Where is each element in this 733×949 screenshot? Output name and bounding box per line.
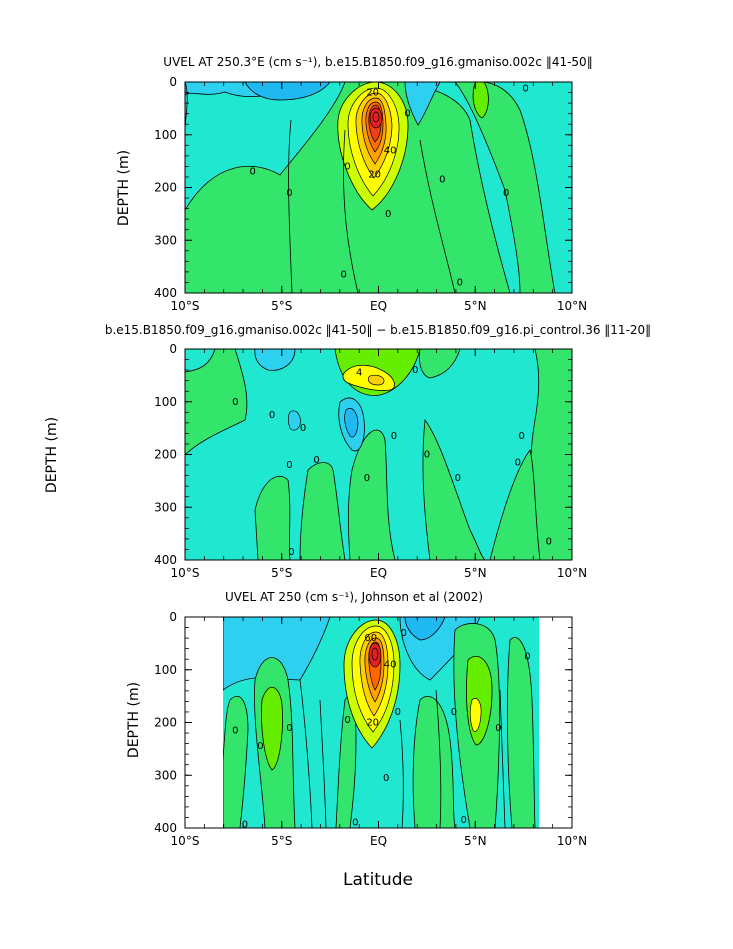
contour-label: 0 [288,547,294,558]
contour-label: 0 [286,188,292,199]
panel-3-x-tick-label: EQ [370,834,387,848]
panel-2-y-tick-label: 0 [169,342,177,356]
panel-2-x-tick-label: EQ [370,566,387,580]
contour-label: 0 [424,450,430,461]
panel-1-title: UVEL AT 250.3°E (cm s⁻¹), b.e15.B1850.f0… [163,55,592,69]
contour-label: 0 [503,188,509,199]
contour-label: 0 [383,773,389,784]
panel-3-x-tick-label: 5°S [271,834,292,848]
contour-label: 0 [412,365,418,376]
contour-label: 0 [395,707,401,718]
contour-label: 0 [391,431,397,442]
panel-2-x-tick-label: 10°N [557,566,587,580]
panel-2-title: b.e15.B1850.f09_g16.gmaniso.002c ‖41-50‖… [105,323,651,337]
contour-label: 0 [457,277,463,288]
panel-1-x-tick-label: EQ [370,299,387,313]
contour-label: 40 [384,146,397,157]
contour-label: 0 [439,175,445,186]
contour-label: 0 [232,725,238,736]
panel-2: b.e15.B1850.f09_g16.gmaniso.002c ‖41-50‖… [44,323,651,580]
panel-1-y-tick-label: 300 [154,233,177,247]
contour-label: 20 [366,718,379,729]
panel-3-x-tick-label: 5°N [464,834,487,848]
panel-2-y-tick-label: 300 [154,500,177,514]
panel-2-y-tick-label: 100 [154,395,177,409]
panel-1-x-tick-label: 10°S [171,299,200,313]
panel-2-y-tick-label: 200 [154,448,177,462]
panel-1-x-tick-label: 5°S [271,299,292,313]
contour-label: 0 [340,270,346,281]
contour-label: 0 [524,652,530,663]
panel-3-y-tick-label: 300 [154,768,177,782]
contour-label: 60 [364,633,377,644]
contour-label: 0 [257,741,263,752]
panel-2-contour-labels: 4 0 0 0 0 0 0 0 0 0 0 0 0 0 0 [232,365,552,558]
contour-label: 0 [286,723,292,734]
panel-3-contour-field [223,617,539,828]
panel-3-x-tick-label: 10°S [171,834,200,848]
contour-label: 0 [286,460,292,471]
contour-label: 0 [495,723,501,734]
contour-label: 20 [368,169,381,180]
contour-label: 20 [366,88,379,99]
contour-label: 40 [384,659,397,670]
contour-label: 0 [460,815,466,826]
panel-3-x-tick-label: 10°N [557,834,587,848]
panel-2-x-tick-label: 10°S [171,566,200,580]
contour-label: 0 [352,818,358,829]
panel-1-x-tick-label: 5°N [464,299,487,313]
panel-3-y-tick-label: 100 [154,663,177,677]
panel-2-contour-field [185,349,572,560]
contour-label: 0 [455,473,461,484]
contour-label: 0 [451,707,457,718]
contour-label: 0 [250,167,256,178]
panel-1-contour-field [185,82,572,293]
contour-label: 0 [364,473,370,484]
panel-3-y-tick-label: 200 [154,716,177,730]
panel-3-ylabel: DEPTH (m) [126,682,142,758]
contour-label: 0 [400,628,406,639]
panel-2-x-tick-label: 5°N [464,566,487,580]
contour-label: 0 [519,431,525,442]
contour-label: 0 [344,161,350,172]
panel-3-y-tick-label: 400 [154,821,177,835]
contour-label: 4 [356,368,362,379]
contour-label: 0 [242,819,248,830]
panel-1: UVEL AT 250.3°E (cm s⁻¹), b.e15.B1850.f0… [116,55,593,313]
panel-3-contour-labels: 60 40 20 0 0 0 0 0 0 0 0 0 0 0 0 0 [232,628,531,830]
contour-label: 0 [300,423,306,434]
contour-label: 0 [232,397,238,408]
contour-label: 0 [522,83,528,94]
contour-label: 0 [515,457,521,468]
panel-3: UVEL AT 250 (cm s⁻¹), Johnson et al (200… [126,590,587,848]
contour-label: 0 [269,410,275,421]
contour-label: 0 [546,537,552,548]
panel-1-ylabel: DEPTH (m) [116,150,132,226]
panel-1-y-tick-label: 100 [154,128,177,142]
panel-2-ylabel: DEPTH (m) [44,417,60,493]
panel-2-x-tick-label: 5°S [271,566,292,580]
panel-1-y-tick-label: 0 [169,75,177,89]
contour-label: 0 [344,715,350,726]
panel-3-title: UVEL AT 250 (cm s⁻¹), Johnson et al (200… [225,590,483,604]
x-axis-label: Latitude [343,870,413,890]
panel-1-y-tick-label: 200 [154,181,177,195]
contour-label: 0 [404,109,410,120]
panel-1-contour-labels: 20 0 0 0 40 20 0 0 0 0 0 0 0 [250,83,529,288]
panel-1-y-tick-label: 400 [154,286,177,300]
panel-1-x-tick-label: 10°N [557,299,587,313]
contour-label: 0 [385,209,391,220]
panel-3-y-tick-label: 0 [169,610,177,624]
contour-label: 0 [313,455,319,466]
panel-2-y-tick-label: 400 [154,553,177,567]
